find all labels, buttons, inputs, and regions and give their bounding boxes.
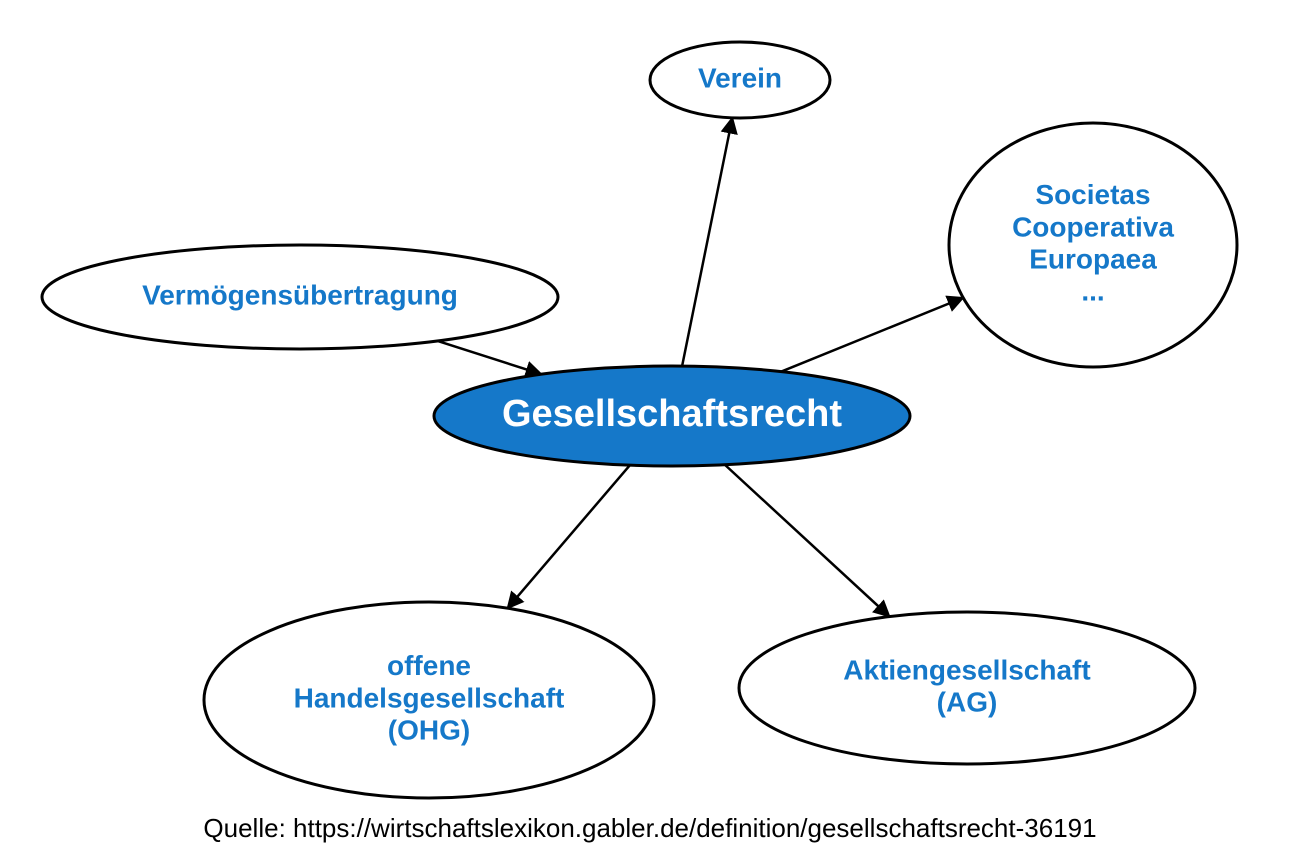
node-center-label-line-0: Gesellschaftsrecht bbox=[502, 393, 842, 435]
concept-map-diagram: Gesellschaftsrecht Verein SocietasCooperat… bbox=[0, 0, 1300, 863]
node-verein-label-line-0: Verein bbox=[698, 62, 782, 93]
node-sce-label-line-1: Cooperativa bbox=[1012, 211, 1174, 242]
node-ag-label-line-0: Aktiengesellschaft bbox=[843, 654, 1090, 685]
node-sce-label-line-3: ... bbox=[1081, 276, 1104, 307]
source-citation: Quelle: https://wirtschaftslexikon.gable… bbox=[203, 813, 1096, 843]
node-ag: Aktiengesellschaft(AG) bbox=[739, 612, 1195, 764]
node-vermoegen-label-line-0: Vermögensübertragung bbox=[142, 279, 458, 310]
node-sce-label-line-2: Europaea bbox=[1029, 243, 1157, 274]
node-ag-label-line-1: (AG) bbox=[937, 686, 998, 717]
node-verein: Verein bbox=[650, 42, 830, 118]
node-ohg-label-line-2: (OHG) bbox=[388, 715, 470, 746]
node-ohg-label-line-1: Handelsgesellschaft bbox=[294, 682, 565, 713]
node-sce-label-line-0: Societas bbox=[1035, 179, 1150, 210]
node-ohg-label-line-0: offene bbox=[387, 650, 471, 681]
node-center: Gesellschaftsrecht bbox=[434, 366, 910, 466]
node-ohg: offeneHandelsgesellschaft(OHG) bbox=[204, 602, 654, 798]
node-sce: SocietasCooperativaEuropaea... bbox=[949, 123, 1237, 367]
node-vermoegen: Vermögensübertragung bbox=[42, 245, 558, 349]
